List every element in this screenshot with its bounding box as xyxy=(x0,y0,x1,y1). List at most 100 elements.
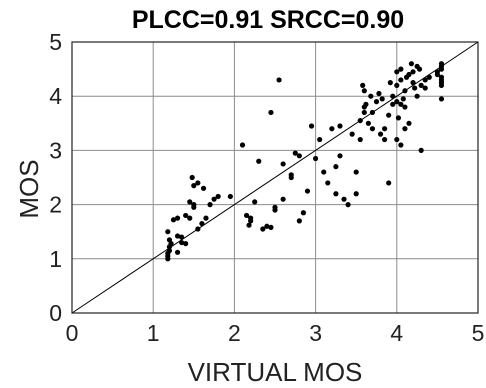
data-point xyxy=(333,191,339,197)
data-point xyxy=(174,249,181,255)
data-point xyxy=(390,93,396,99)
data-point xyxy=(395,115,402,121)
data-point xyxy=(174,233,181,239)
data-point xyxy=(292,150,298,156)
data-point xyxy=(345,202,351,208)
x-axis-ticks: 0 1 2 3 4 5 xyxy=(66,320,485,346)
data-point xyxy=(191,204,197,210)
data-point xyxy=(165,229,171,235)
data-point xyxy=(394,99,400,105)
data-point xyxy=(363,101,369,107)
data-point xyxy=(256,158,262,164)
data-point xyxy=(313,155,319,162)
data-point xyxy=(272,207,278,213)
data-point xyxy=(403,74,410,80)
data-point xyxy=(379,96,385,102)
data-point xyxy=(200,185,207,191)
data-point xyxy=(195,226,201,232)
x-tick-label: 5 xyxy=(472,320,485,346)
data-point xyxy=(264,223,270,229)
data-point xyxy=(412,85,418,91)
data-point xyxy=(243,212,250,219)
data-point xyxy=(296,153,302,159)
data-point xyxy=(207,202,213,208)
data-point xyxy=(246,222,252,228)
data-point xyxy=(317,136,323,143)
data-point xyxy=(183,212,189,219)
identity-reference-line xyxy=(71,41,479,314)
data-point xyxy=(252,199,258,205)
data-point xyxy=(183,241,189,247)
data-point xyxy=(368,93,374,99)
data-point xyxy=(357,117,363,124)
data-point xyxy=(418,147,424,153)
data-point xyxy=(390,101,396,107)
data-point xyxy=(179,234,185,240)
data-point xyxy=(300,210,307,216)
data-point xyxy=(426,74,432,80)
data-point xyxy=(416,66,423,72)
data-point xyxy=(280,161,286,167)
data-point xyxy=(333,164,339,170)
x-tick-label: 3 xyxy=(309,320,322,346)
data-point xyxy=(280,196,286,202)
data-point xyxy=(191,183,197,189)
y-axis-ticks: 0 1 2 3 4 5 xyxy=(49,29,62,326)
data-point xyxy=(398,142,404,148)
data-point xyxy=(329,126,335,132)
x-tick-label: 4 xyxy=(390,320,403,346)
data-point xyxy=(408,61,415,67)
chart-title: PLCC=0.91 SRCC=0.90 xyxy=(132,6,404,34)
data-point xyxy=(414,93,420,99)
data-point xyxy=(276,77,282,83)
data-point xyxy=(382,136,388,143)
data-point xyxy=(349,131,355,137)
data-point xyxy=(394,69,400,75)
x-tick-label: 2 xyxy=(228,320,241,346)
data-point xyxy=(248,215,254,221)
data-point xyxy=(211,196,217,202)
data-point xyxy=(386,180,392,186)
data-point xyxy=(387,80,393,86)
x-tick-label: 0 xyxy=(66,320,79,346)
data-point xyxy=(365,120,371,126)
data-point xyxy=(398,101,404,107)
data-point xyxy=(360,82,366,88)
data-point xyxy=(268,109,274,116)
data-point xyxy=(402,104,408,110)
data-point xyxy=(239,142,246,148)
data-point xyxy=(195,180,201,186)
data-point xyxy=(422,85,428,91)
data-point xyxy=(377,131,384,137)
data-point xyxy=(394,136,400,143)
data-point xyxy=(398,77,404,83)
data-point xyxy=(373,99,380,105)
data-point xyxy=(227,193,233,200)
data-point xyxy=(174,215,181,221)
data-point xyxy=(410,69,416,75)
data-point xyxy=(215,193,221,200)
data-point xyxy=(400,96,406,102)
data-point xyxy=(394,82,400,88)
data-point xyxy=(369,126,376,132)
y-tick-label: 5 xyxy=(49,29,62,55)
data-point xyxy=(438,96,445,102)
data-point xyxy=(386,112,392,118)
data-point xyxy=(168,241,174,247)
data-point xyxy=(187,215,193,221)
data-point xyxy=(296,218,302,224)
data-point xyxy=(308,123,315,129)
y-tick-label: 3 xyxy=(49,137,62,163)
data-point xyxy=(341,196,347,202)
data-points xyxy=(165,61,445,262)
data-point xyxy=(422,77,428,83)
data-point xyxy=(260,226,266,232)
data-point xyxy=(187,199,193,205)
data-point xyxy=(418,82,424,88)
data-point xyxy=(357,136,363,143)
data-point xyxy=(353,169,359,175)
data-point xyxy=(170,217,177,223)
data-point xyxy=(438,66,445,72)
data-point xyxy=(382,126,388,132)
